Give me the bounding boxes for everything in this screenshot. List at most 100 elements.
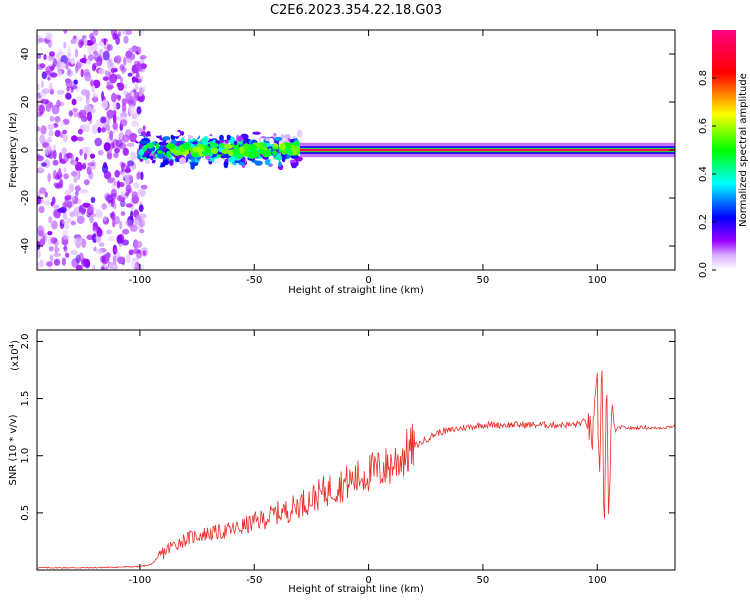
spectrogram-cell [75, 205, 80, 213]
spectrogram-y-label: Frequency (Hz) [8, 112, 19, 188]
spectrogram-cell [142, 250, 147, 256]
spectrogram-cell [86, 59, 91, 65]
spectrogram-cell [115, 139, 123, 148]
spectrogram-cell [59, 61, 66, 70]
spectrogram-cell [54, 244, 58, 254]
spectrogram-line-core [299, 148, 675, 152]
spectrogram-cell [102, 50, 110, 61]
spectrogram-cell [101, 103, 108, 108]
spectrogram-x-tick-label: 50 [477, 275, 490, 286]
spectrogram-cell [43, 200, 47, 207]
spectrogram-cell [70, 81, 75, 88]
spectrogram-cell [150, 155, 154, 161]
snr-y-tick-label: 2.0 [20, 333, 31, 349]
spectrogram-cell [139, 228, 145, 234]
spectrogram-cell [84, 116, 88, 122]
spectrogram-cell [131, 260, 138, 269]
spectrogram-cell [52, 159, 59, 166]
spectrogram-cell [104, 70, 109, 76]
spectrogram-cell [83, 152, 88, 160]
snr-y-tick-label: 1.5 [20, 391, 31, 407]
spectrogram-cell [47, 39, 53, 48]
snr-x-tick-label: -100 [129, 575, 152, 586]
colorbar-tick-label: 0.4 [698, 166, 709, 182]
spectrogram-cell [64, 92, 71, 100]
spectrogram-cell [74, 185, 81, 192]
spectrogram-cell [101, 91, 105, 101]
spectrogram-cell [150, 130, 157, 137]
spectrogram-cell [137, 46, 142, 54]
spectrogram-cell [70, 38, 77, 45]
spectrogram-cell [93, 52, 100, 58]
spectrogram-cell [65, 189, 72, 196]
spectrogram-cell [166, 143, 176, 150]
spectrogram-cell [131, 195, 140, 204]
spectrogram-cell [37, 104, 43, 113]
spectrogram-cell [146, 142, 154, 149]
spectrogram-cell [92, 92, 98, 99]
spectrogram-cell [99, 255, 106, 263]
spectrogram-cell [112, 32, 117, 41]
spectrogram-cell [262, 150, 272, 158]
spectrogram-cell [138, 87, 144, 97]
spectrogram-cell [91, 124, 98, 135]
spectrogram-cell [129, 224, 138, 232]
colorbar-tick-label: 0.8 [698, 70, 709, 86]
spectrogram-cell [63, 173, 69, 180]
spectrogram-cell [110, 67, 115, 74]
spectrogram-cell [102, 163, 109, 174]
spectrogram-cell [105, 124, 111, 132]
spectrogram-cell [66, 86, 70, 92]
spectrogram-cell [113, 152, 119, 159]
spectrogram-cell [37, 261, 40, 270]
spectrogram-x-label: Height of straight line (km) [288, 285, 424, 296]
spectrogram-cell [39, 134, 46, 144]
spectrogram-cell [60, 121, 65, 127]
spectrogram-cell [135, 121, 140, 128]
spectrogram-cell [95, 248, 103, 255]
spectrogram-cell [37, 250, 41, 259]
spectrogram-cell [120, 112, 128, 118]
spectrogram-cell [93, 246, 97, 252]
spectrogram-cell [144, 159, 150, 165]
spectrogram-cell [109, 130, 113, 141]
spectrogram-cell [37, 126, 40, 132]
spectrogram-cell [132, 181, 139, 188]
spectrogram-cell [37, 225, 45, 236]
spectrogram-cell [92, 226, 98, 231]
spectrogram-cell [123, 35, 129, 44]
spectrogram-cell [53, 258, 61, 266]
spectrogram-cell [228, 149, 234, 157]
spectrogram-cell [200, 137, 209, 144]
spectrogram-cell [47, 172, 51, 183]
spectrogram-y-tick-label: 20 [20, 96, 31, 109]
spectrogram-cell [92, 264, 96, 270]
spectrogram-cell [114, 170, 120, 178]
spectrogram-cell [71, 135, 78, 142]
spectrogram-cell [140, 184, 148, 190]
spectrogram-cell [62, 202, 67, 208]
spectrogram-cell [103, 172, 111, 178]
spectrogram-cell [140, 171, 144, 181]
spectrogram-cell [63, 41, 67, 49]
spectrogram-cell [119, 64, 125, 71]
spectrogram-cell [226, 134, 231, 141]
spectrogram-cell [138, 218, 146, 228]
spectrogram-cell [63, 30, 68, 34]
spectrogram-cell [116, 180, 121, 189]
spectrogram-x-tick-label: 0 [365, 275, 371, 286]
spectrogram-cell [54, 129, 61, 138]
spectrogram-cell [82, 202, 91, 208]
spectrogram-cell [131, 97, 138, 102]
spectrogram-cell [126, 142, 135, 147]
spectrogram-cell [47, 136, 53, 143]
spectrogram-cell [70, 86, 74, 93]
spectrogram-cell [133, 60, 141, 66]
spectrogram-cell [52, 149, 57, 160]
spectrogram-cell [131, 45, 138, 53]
spectrogram-cell [37, 83, 40, 92]
spectrogram-cell [117, 256, 125, 264]
snr-x-tick-label: 0 [365, 575, 371, 586]
spectrogram-cell [49, 254, 54, 262]
